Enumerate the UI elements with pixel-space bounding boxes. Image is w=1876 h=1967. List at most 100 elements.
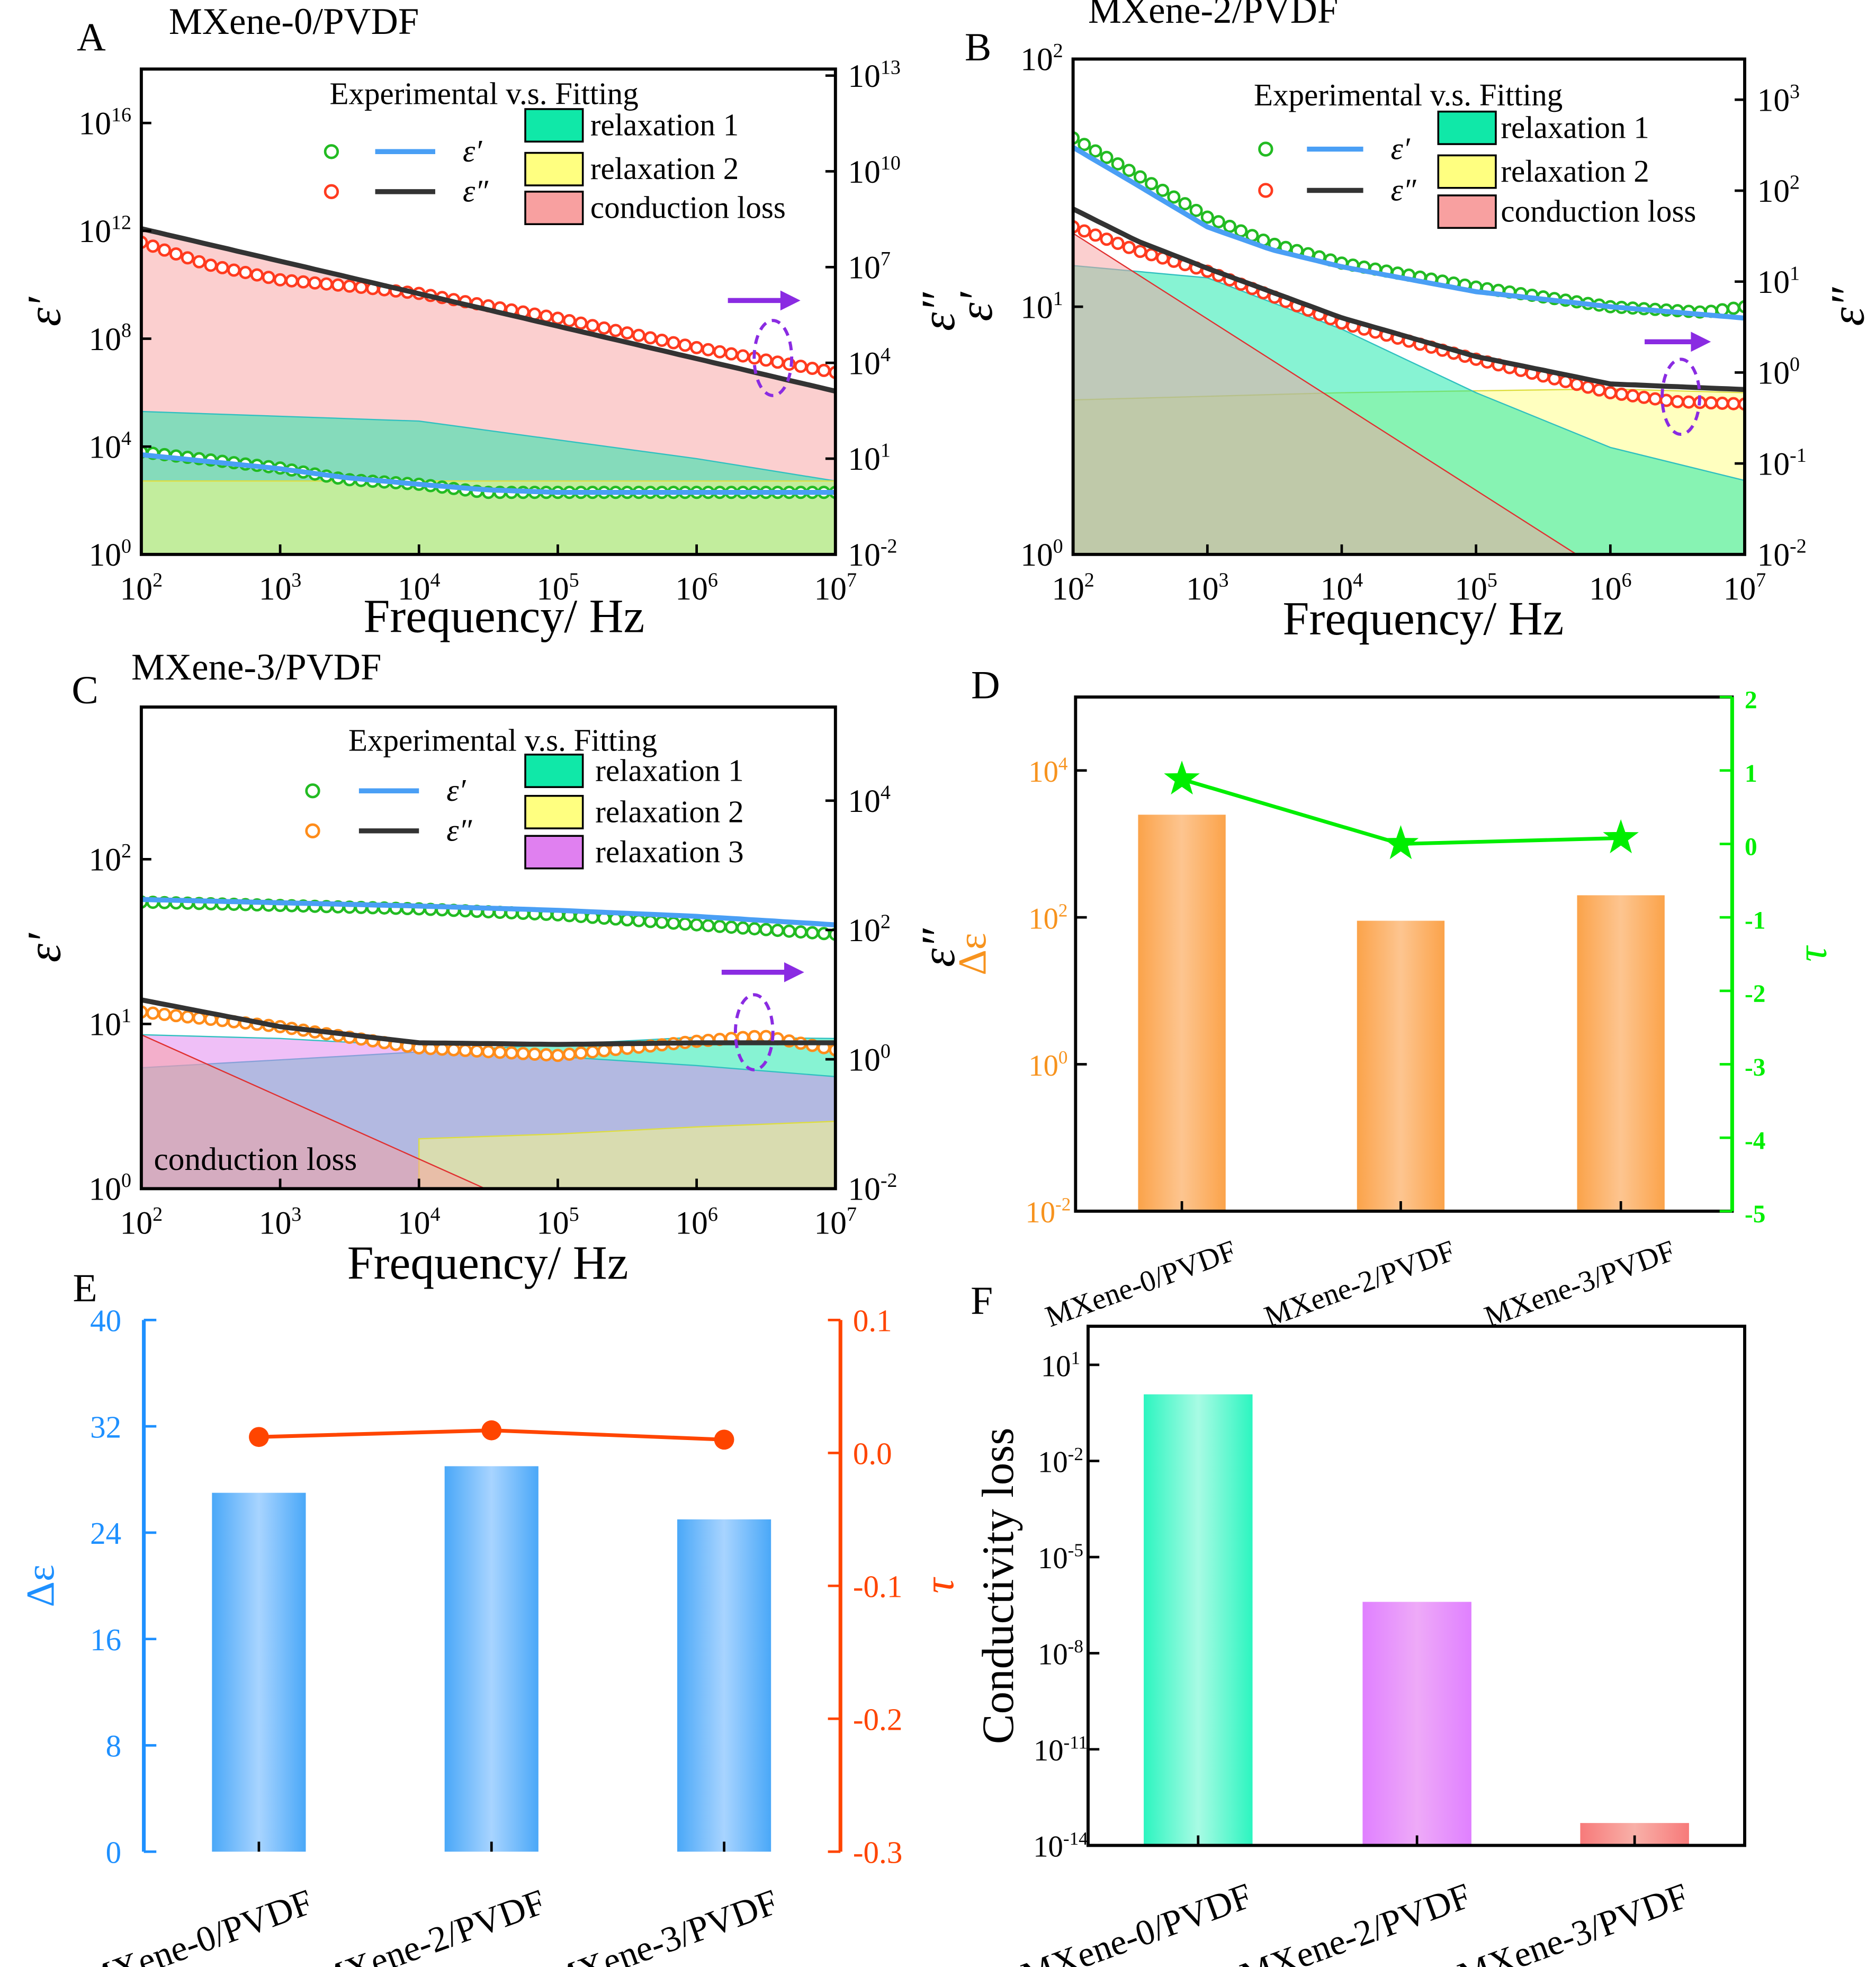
marker-eps2_exp [1614, 387, 1628, 401]
tick-base: 10 [848, 1042, 880, 1078]
tick-base: 10 [536, 571, 569, 607]
marker-eps2_exp [516, 1047, 530, 1060]
tick-exponent: 3 [291, 569, 301, 591]
tick-base: 10 [1757, 537, 1790, 573]
y-tick-label: 102 [89, 840, 131, 878]
plot-frame [139, 705, 837, 1191]
tick-exponent: 0 [1058, 1047, 1068, 1068]
y-right-tick-label: -0.2 [853, 1702, 902, 1737]
legend-header: Experimental v.s. Fitting [1254, 77, 1563, 112]
tick-base: 10 [1028, 1049, 1058, 1083]
y-axis-label: ε′ [18, 297, 70, 326]
tick-exponent: 0 [121, 535, 131, 558]
marker-eps2_exp [1111, 236, 1125, 250]
tick-exponent: 1 [881, 440, 891, 462]
tick-exponent: 2 [121, 840, 131, 862]
x-axis-label: Frequency/ Hz [363, 590, 644, 642]
panel-title: MXene-2/PVDF [1088, 0, 1338, 31]
legend-swatch-relaxation3 [524, 835, 584, 870]
marker-eps2_exp [574, 1046, 588, 1060]
x-axis-label: Frequency/ Hz [347, 1237, 629, 1289]
tick-exponent: -5 [1068, 1540, 1083, 1561]
marker-eps2_exp [794, 360, 807, 373]
marker-eps2_exp [759, 353, 773, 367]
marker-eps2_exp [632, 328, 645, 342]
y-right-tick-label: -5 [1745, 1201, 1765, 1228]
y-tick-label: 104 [89, 427, 131, 466]
marker-eps2_exp [308, 276, 322, 290]
panel-C: 102 103 104 105 106 10710010110210-2100102104… [18, 647, 965, 1289]
marker-eps2_exp [1133, 245, 1147, 258]
tick-exponent: 3 [291, 1203, 301, 1226]
legend-swatch-relaxation2 [1437, 154, 1497, 189]
tick-exponent: -11 [1064, 1732, 1088, 1753]
tick-base: 10 [848, 783, 880, 819]
tick-exponent: 2 [881, 911, 891, 933]
marker-eps2_exp [319, 277, 334, 291]
y-tick-label: 102 [1020, 40, 1063, 78]
marker-eps2_exp [609, 324, 623, 337]
legend-marker-eps1 [324, 144, 339, 159]
legend-label-relaxation1: relaxation 1 [590, 108, 739, 142]
x-tick-label: 102 [120, 569, 163, 607]
y-right-axis-label: ε″ [912, 928, 965, 967]
marker-eps2_exp [158, 1007, 172, 1021]
legend-marker-eps1 [1258, 141, 1273, 157]
tick-base: 10 [120, 571, 152, 607]
marker-eps2_exp [250, 268, 264, 282]
y-right-tick-label: -0.1 [853, 1569, 902, 1604]
marker-eps1_exp [632, 914, 645, 927]
y-tick-label: 16 [90, 1622, 121, 1657]
y-axis-label: ε′ [18, 933, 70, 962]
marker-eps2_exp [1078, 224, 1091, 238]
marker-eps1_exp [701, 919, 715, 933]
y-right-axis-label: τ [915, 1577, 963, 1594]
marker-eps1_exp [1200, 210, 1214, 224]
marker-eps1_exp [771, 924, 785, 937]
marker-eps1_exp [621, 913, 634, 927]
bar-MXene-3/PVDF [1577, 895, 1665, 1211]
tick-exponent: 16 [111, 104, 131, 126]
marker-eps2_exp [540, 1048, 553, 1062]
tick-exponent: 4 [121, 427, 131, 450]
tick-exponent: -14 [1063, 1828, 1088, 1849]
panel-A: 102 103 104 105 106 1071001041081012101610-21… [18, 1, 965, 642]
marker-eps1_exp [1122, 164, 1136, 177]
tick-exponent: 0 [121, 1169, 131, 1192]
panel-letter: B [965, 25, 991, 69]
y-tick-label: 10-2 [1025, 1194, 1071, 1229]
marker-eps1_exp [1167, 190, 1181, 204]
x-tick-label: MXene-3/PVDF [1453, 1875, 1694, 1967]
marker-eps2_exp [1089, 228, 1102, 242]
y-tick-label: 10-14 [1033, 1828, 1088, 1864]
tick-base: 10 [398, 1205, 430, 1241]
y-right-tick-label: 101 [848, 440, 890, 478]
legend-label-relaxation3: relaxation 3 [595, 834, 743, 869]
legend-swatch-conduction [524, 191, 584, 226]
tick-exponent: 6 [1621, 569, 1631, 591]
legend-label-eps1: ε′ [446, 773, 466, 808]
x-tick-label: 106 [1589, 569, 1631, 607]
bar-MXene-0/PVDF [212, 1492, 306, 1852]
legend-swatch-relaxation1 [524, 753, 584, 788]
tick-exponent: 7 [1756, 569, 1766, 591]
y-right-tick-label: 10-2 [848, 1169, 897, 1208]
tick-base: 10 [79, 105, 111, 141]
marker-eps1_exp [1078, 138, 1091, 151]
y-right-tick-label: 1010 [848, 152, 900, 190]
marker-eps2_exp [1145, 248, 1159, 262]
marker-eps1_exp [1727, 301, 1740, 315]
x-tick-label: 105 [536, 1203, 579, 1241]
marker-eps2_exp [678, 338, 692, 352]
marker-eps2_exp [1682, 395, 1695, 409]
tick-base: 10 [1724, 571, 1756, 607]
tick-exponent: 5 [569, 569, 579, 591]
marker-eps2_exp [1592, 383, 1606, 397]
x-tick-label: MXene-0/PVDF [1041, 1234, 1241, 1334]
tick-base: 10 [1038, 1638, 1068, 1671]
x-tick-label: 103 [1186, 569, 1228, 607]
legend-label-conduction: conduction loss [1501, 194, 1696, 229]
marker-eps2_exp [493, 1045, 507, 1059]
marker-eps2_exp [586, 1045, 599, 1059]
